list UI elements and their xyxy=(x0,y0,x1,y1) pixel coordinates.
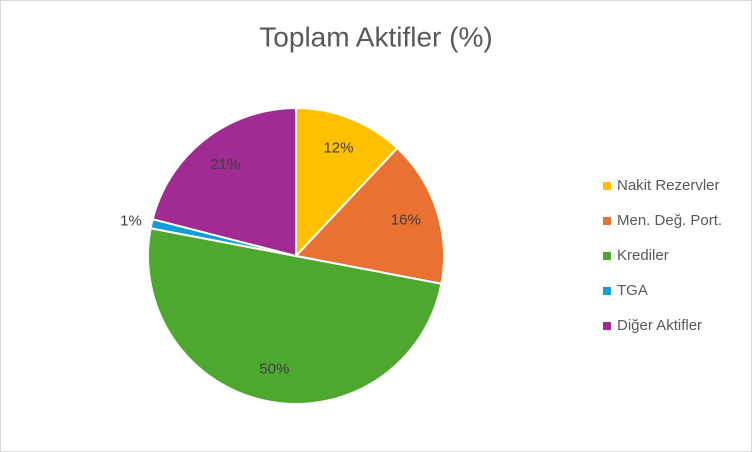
data-label: 16% xyxy=(391,211,421,228)
pie-slice xyxy=(295,106,399,259)
pie-slice xyxy=(294,146,445,285)
legend-swatch xyxy=(603,182,611,190)
legend-label: Men. Değ. Port. xyxy=(617,212,722,229)
chart-title: Toplam Aktifler (%) xyxy=(259,21,492,52)
data-label: 1% xyxy=(120,213,142,230)
legend-label: TGA xyxy=(617,282,648,299)
pie-slice xyxy=(147,227,443,405)
data-label: 21% xyxy=(210,156,240,173)
legend-swatch xyxy=(603,252,611,260)
legend-label: Diğer Aktifler xyxy=(617,317,702,334)
legend-label: Nakit Rezervler xyxy=(617,177,720,194)
data-label: 50% xyxy=(259,360,289,377)
pie-slice xyxy=(151,106,297,258)
legend-label: Krediler xyxy=(617,247,669,264)
legend-swatch xyxy=(603,217,611,225)
data-label: 12% xyxy=(323,140,353,157)
legend-swatch xyxy=(603,322,611,330)
legend-swatch xyxy=(603,287,611,295)
